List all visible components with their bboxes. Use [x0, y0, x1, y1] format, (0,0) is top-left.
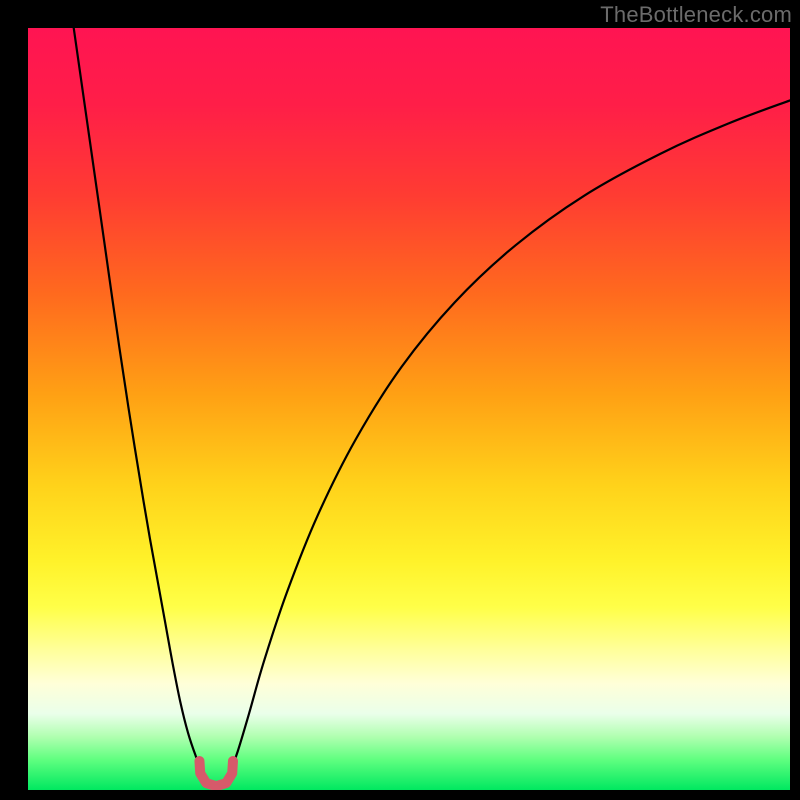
frame-border-bottom [0, 790, 800, 800]
plot-area [28, 28, 790, 790]
watermark-text: TheBottleneck.com [600, 2, 792, 28]
chart-stage: TheBottleneck.com [0, 0, 800, 800]
frame-border-left [0, 0, 28, 800]
gradient-background [28, 28, 790, 790]
frame-border-right [790, 0, 800, 800]
plot-svg [28, 28, 790, 790]
